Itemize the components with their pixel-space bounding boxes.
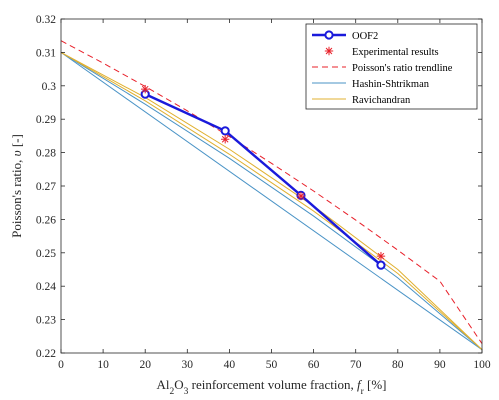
- series-layer: [60, 40, 483, 351]
- x-tick-label: 10: [97, 359, 109, 371]
- y-tick-label: 0.3: [42, 81, 57, 93]
- oof2-point: [220, 126, 230, 136]
- x-tick-label: 70: [350, 359, 362, 371]
- legend-item-hashin-shtrikman: Hashin-Shtrikman: [312, 79, 430, 90]
- ravichandran-line: [60, 51, 483, 351]
- legend-item-oof2: OOF2: [312, 30, 378, 42]
- hashin-shtrikman-line: [60, 51, 483, 351]
- poisson-s-ratio-trendline-line: [60, 40, 483, 344]
- x-tick-label: 40: [224, 359, 236, 371]
- x-axis-label: Al2O3 reinforcement volume fraction, fr …: [156, 377, 386, 397]
- experimental-results-point: [376, 251, 386, 261]
- y-axis-label: Poisson's ratio, υ [-]: [9, 134, 24, 238]
- experimental-results-point: [296, 191, 306, 201]
- x-tick-label: 100: [473, 359, 491, 371]
- legend-marker: [324, 46, 334, 56]
- y-tick-label: 0.22: [36, 348, 56, 360]
- x-tick-label: 50: [266, 359, 278, 371]
- x-tick-label: 80: [392, 359, 404, 371]
- legend: OOF2 Experimental results Poisson's ratio …: [305, 23, 478, 110]
- legend-item-poisson-s-ratio-trendline: Poisson's ratio trendline: [312, 63, 453, 74]
- oof2-point: [376, 260, 386, 270]
- legend-item-experimental-results: Experimental results: [324, 46, 439, 58]
- legend-items: OOF2 Experimental results Poisson's ratio …: [312, 30, 453, 106]
- ravichandran-line: [60, 51, 483, 351]
- y-tick-label: 0.25: [36, 248, 56, 260]
- y-tick-label: 0.31: [36, 47, 56, 59]
- oof2-line: [144, 93, 382, 267]
- legend-label: Ravichandran: [352, 95, 411, 106]
- y-tick-label: 0.28: [36, 148, 56, 160]
- y-tick-label: 0.27: [36, 181, 56, 193]
- experimental-results-point: [220, 135, 230, 144]
- x-tick-label: 30: [182, 359, 194, 371]
- y-tick-label: 0.29: [36, 114, 56, 126]
- x-tick-label: 60: [308, 359, 320, 371]
- y-tick-label: 0.24: [36, 281, 56, 293]
- y-tick-label: 0.32: [36, 14, 56, 26]
- x-tick-label: 20: [139, 359, 151, 371]
- legend-label: OOF2: [352, 31, 378, 42]
- legend-label: Hashin-Shtrikman: [352, 79, 430, 90]
- x-tick-label: 0: [58, 359, 64, 371]
- y-tick-label: 0.26: [36, 214, 56, 226]
- legend-label: Poisson's ratio trendline: [352, 63, 453, 74]
- legend-item-ravichandran: Ravichandran: [312, 95, 411, 106]
- hashin-shtrikman-line: [60, 51, 483, 351]
- y-tick-label: 0.23: [36, 315, 56, 327]
- legend-marker: [324, 30, 334, 40]
- x-tick-label: 90: [434, 359, 446, 371]
- experimental-results-point: [141, 84, 150, 94]
- legend-label: Experimental results: [352, 47, 439, 58]
- tick-layer: 0 10 20 30 40 50 60 70 80 90 100 0.22 0.23 0.24 0.25 0.…: [36, 14, 491, 371]
